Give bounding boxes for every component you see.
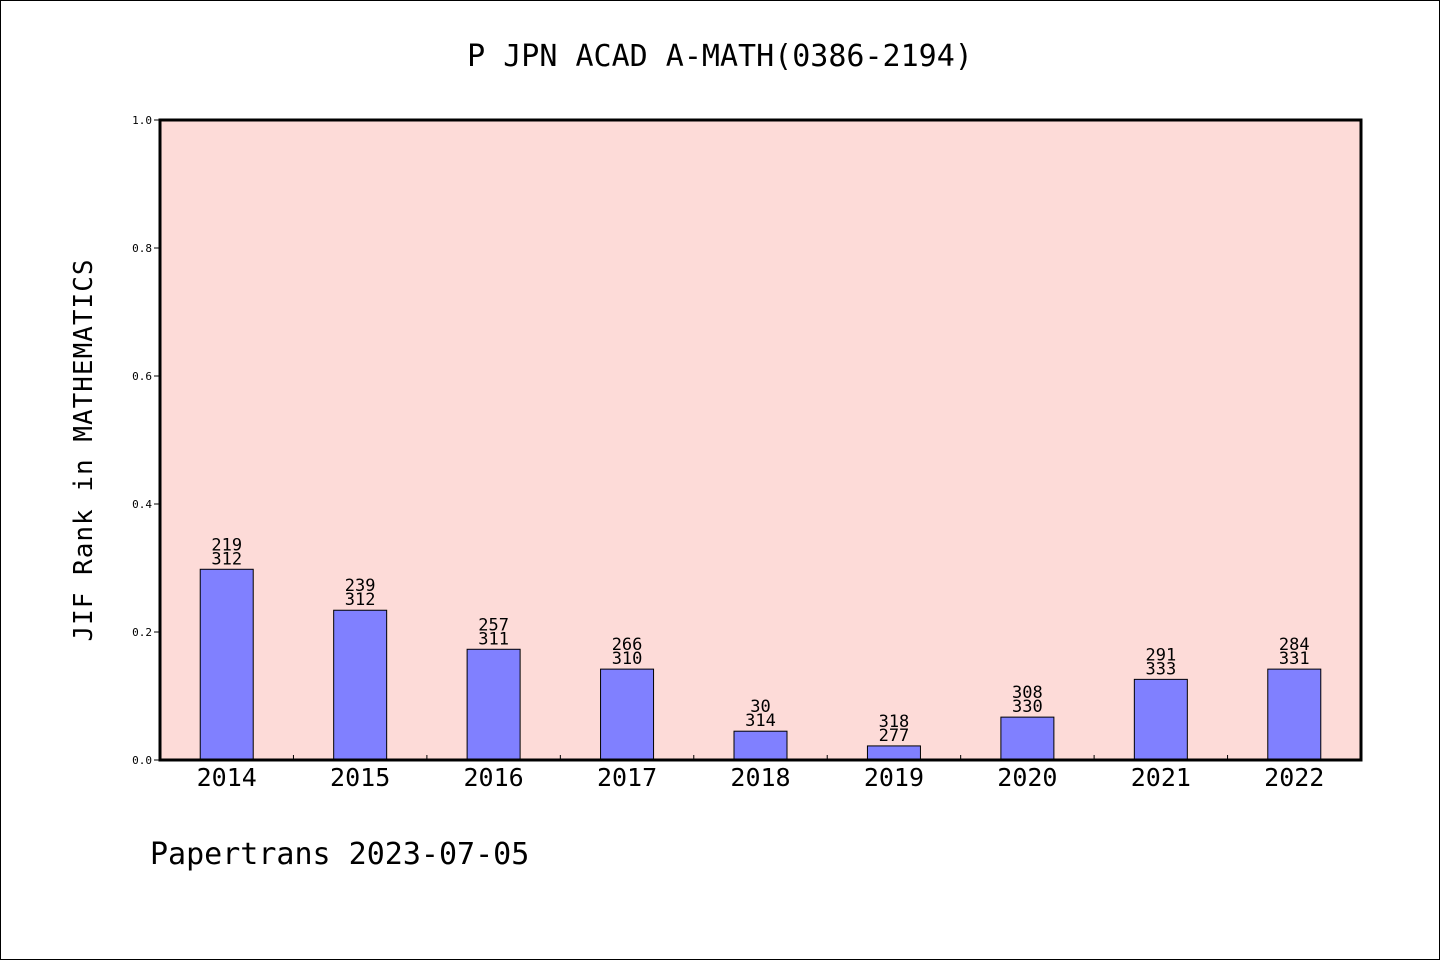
bar-total-label: 333: [1145, 659, 1176, 679]
bar-2022: [1267, 668, 1322, 761]
y-axis-label: JIF Rank in MATHEMATICS: [69, 258, 99, 641]
bar-2019: [866, 745, 921, 761]
bar-rank-label: 308: [1012, 683, 1043, 703]
y-tick-label: 0.6: [132, 370, 152, 383]
x-tick-label: 2015: [330, 763, 390, 792]
bar-total-label: 314: [745, 711, 776, 731]
bar-total-label: 312: [211, 549, 242, 569]
bar-2020: [1000, 716, 1055, 761]
bar-rank-label: 318: [879, 712, 910, 732]
plot-border: [158, 118, 1363, 762]
bar-2021: [1133, 678, 1188, 761]
bar-total-label: 311: [478, 629, 509, 649]
y-tick-label: 0.8: [132, 242, 152, 255]
y-axis: 0.0 0.2 0.4 0.6 0.8 1.0: [132, 114, 160, 767]
y-tick-label: 0.0: [132, 754, 152, 767]
bar-total-label: 330: [1012, 697, 1043, 717]
bar-2017: [600, 668, 655, 761]
x-tick-label: 2020: [997, 763, 1057, 792]
y-tick-label: 0.2: [132, 626, 152, 639]
bar-total-label: 312: [345, 590, 376, 610]
bar-2018: [733, 730, 788, 761]
bar-2014: [199, 568, 254, 761]
chart-title: P JPN ACAD A-MATH(0386-2194): [467, 39, 973, 74]
x-tick-label: 2022: [1264, 763, 1324, 792]
bar-rank-label: 266: [612, 635, 643, 655]
x-tick-label: 2016: [464, 763, 524, 792]
bar-rank-label: 284: [1279, 635, 1310, 655]
bar-rank-label: 291: [1145, 645, 1176, 665]
x-tick-label: 2014: [197, 763, 257, 792]
y-tick-label: 0.4: [132, 498, 152, 511]
bar-2015: [333, 609, 388, 761]
x-tick-label: 2017: [597, 763, 657, 792]
bar-rank-label: 30: [750, 697, 770, 717]
bar-rank-label: 219: [211, 535, 242, 555]
bar-2016: [466, 648, 521, 761]
bar-rank-label: 257: [478, 615, 509, 635]
x-tick-label: 2018: [730, 763, 790, 792]
y-tick-label: 1.0: [132, 114, 152, 127]
x-tick-label: 2019: [864, 763, 924, 792]
x-axis: 2014 2015 2016 2017 2018 2019 2020 2021 2022: [197, 755, 1324, 792]
bar-total-label: 277: [879, 726, 910, 746]
bar-total-label: 310: [612, 649, 643, 669]
bar-total-label: 331: [1279, 649, 1310, 669]
footer-text: Papertrans 2023-07-05: [150, 837, 529, 872]
bar-rank-label: 239: [345, 576, 376, 596]
x-tick-label: 2021: [1131, 763, 1191, 792]
